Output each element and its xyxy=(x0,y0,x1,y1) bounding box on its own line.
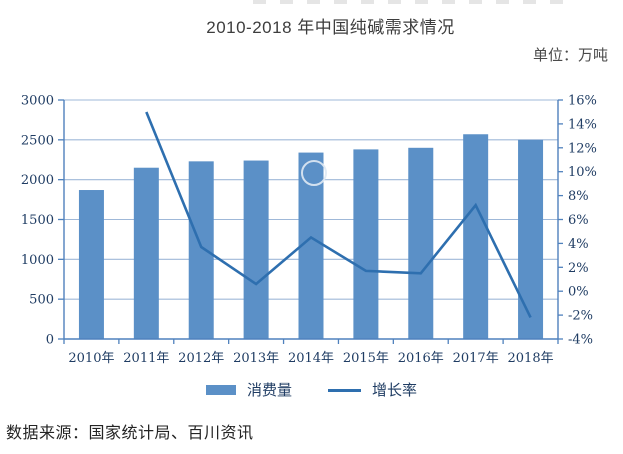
svg-text:-2%: -2% xyxy=(568,309,593,324)
svg-text:8%: 8% xyxy=(568,189,589,204)
svg-text:2012年: 2012年 xyxy=(178,351,224,366)
svg-text:-4%: -4% xyxy=(568,333,593,348)
consumption-legend-swatch xyxy=(205,385,236,395)
svg-text:10%: 10% xyxy=(568,165,597,180)
svg-text:2016年: 2016年 xyxy=(398,351,444,366)
svg-text:12%: 12% xyxy=(568,141,597,156)
svg-text:2011年: 2011年 xyxy=(123,351,169,366)
growth-rate-legend-label: 增长率 xyxy=(372,380,418,399)
svg-text:6%: 6% xyxy=(568,213,589,228)
svg-text:14%: 14% xyxy=(568,117,597,132)
svg-text:0: 0 xyxy=(46,333,54,348)
cropped-edge-artifact xyxy=(253,0,565,4)
svg-text:1500: 1500 xyxy=(21,213,54,228)
growth-rate-legend-line xyxy=(328,388,361,392)
svg-text:3000: 3000 xyxy=(21,94,54,109)
svg-text:2000: 2000 xyxy=(21,173,54,188)
svg-text:0%: 0% xyxy=(568,285,589,300)
watermark-circle-icon xyxy=(301,160,327,186)
svg-text:2%: 2% xyxy=(568,261,589,276)
svg-text:2010年: 2010年 xyxy=(68,351,114,366)
svg-text:16%: 16% xyxy=(568,94,597,109)
svg-text:2015年: 2015年 xyxy=(343,351,389,366)
svg-text:2500: 2500 xyxy=(21,133,54,148)
svg-text:1000: 1000 xyxy=(21,253,54,268)
svg-text:4%: 4% xyxy=(568,237,589,252)
chart-legend: 消费量 增长率 xyxy=(0,381,623,399)
consumption-legend-label: 消费量 xyxy=(246,380,292,399)
svg-text:2017年: 2017年 xyxy=(453,351,499,366)
unit-label: 单位：万吨 xyxy=(532,47,608,64)
chart-title: 2010-2018 年中国纯碱需求情况 xyxy=(206,18,455,37)
data-source: 数据来源：国家统计局、百川资讯 xyxy=(6,423,254,442)
svg-text:500: 500 xyxy=(29,293,54,308)
svg-text:2013年: 2013年 xyxy=(233,351,279,366)
svg-text:2018年: 2018年 xyxy=(508,351,554,366)
svg-text:2014年: 2014年 xyxy=(288,351,334,366)
